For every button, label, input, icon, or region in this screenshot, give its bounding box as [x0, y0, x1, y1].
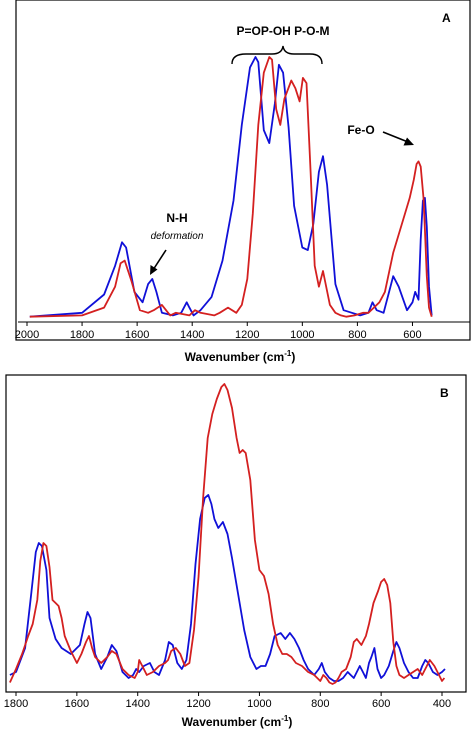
nh-annotation-sub: deformation [151, 231, 204, 242]
panel-b-xlabel: Wavenumber (cm-1) [182, 714, 293, 729]
panel-a-series-red [29, 56, 433, 318]
panel-a-xlabel: Wavenumber (cm-1) [185, 349, 296, 364]
panel-b-frame [5, 374, 467, 693]
panel-b-x-tick-label: 600 [372, 698, 390, 710]
panel-a-label: A [442, 11, 451, 25]
panel-a-series-blue [29, 56, 433, 318]
panel-b-x-tick-label: 1400 [125, 698, 149, 710]
panel-b-x-tick-label: 1000 [247, 698, 271, 710]
feo-arrow [382, 131, 409, 143]
panel-a-x-tick-label: 1400 [180, 329, 204, 341]
panel-a-x-tick-label: 1000 [290, 329, 314, 341]
panel-a-x-tick-label: 2000 [15, 329, 39, 341]
panel-b: B 1800 1600 1400 1200 1000 800 600 400 Wavenumb… [4, 374, 467, 729]
panel-a-frame [15, 0, 471, 341]
panel-a-x-tick-label: 1600 [125, 329, 149, 341]
panel-b-series-red [9, 383, 446, 685]
panel-b-x-tick-label: 800 [311, 698, 329, 710]
panel-a-x-tick-label: 800 [348, 329, 366, 341]
panel-b-x-tick-label: 1600 [65, 698, 89, 710]
bands-annotation: P=OP-OH P-O-M [236, 24, 329, 38]
bands-brace [231, 45, 323, 65]
feo-annotation: Fe-O [347, 123, 374, 137]
nh-annotation: N-H [166, 211, 187, 225]
panel-b-x-tick-label: 1200 [186, 698, 210, 710]
panel-a-x-tick-label: 1800 [70, 329, 94, 341]
panel-b-x-tick-label: 400 [433, 698, 451, 710]
panel-b-series-blue [9, 494, 446, 682]
panel-b-x-tick-label: 1800 [4, 698, 28, 710]
panel-b-label: B [440, 386, 449, 400]
panel-a-x-tick-label: 1200 [235, 329, 259, 341]
panel-a: A P=OP-OH P-O-M N-H deformation Fe-O 200… [15, 0, 471, 364]
nh-arrowhead [150, 265, 158, 275]
panel-a-x-tick-label: 600 [403, 329, 421, 341]
nh-arrow [152, 249, 167, 271]
feo-arrowhead [403, 137, 414, 146]
